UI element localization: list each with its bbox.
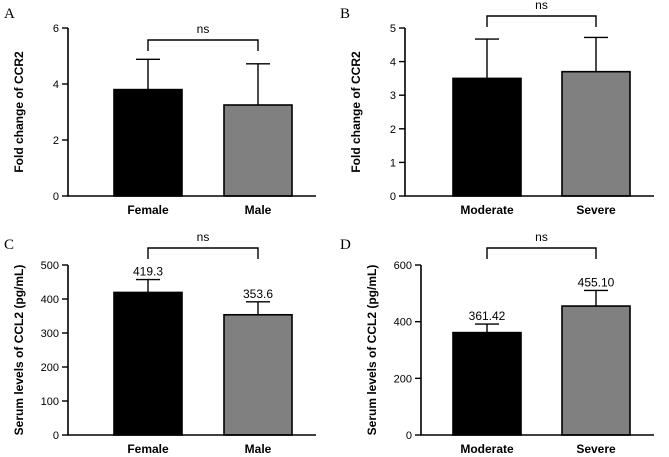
y-tick-label: 200 bbox=[394, 373, 412, 385]
y-tick-label: 2 bbox=[390, 124, 396, 136]
error-bar bbox=[584, 289, 608, 307]
error-bar bbox=[136, 278, 160, 293]
panel-letter: B bbox=[340, 6, 350, 22]
y-tick-label: 200 bbox=[41, 362, 59, 374]
y-tick-label: 0 bbox=[53, 430, 59, 442]
y-tick-label: 4 bbox=[53, 79, 59, 91]
category-label: Severe bbox=[576, 442, 616, 456]
bar-moderate bbox=[452, 331, 522, 436]
bar-male bbox=[223, 104, 293, 197]
category-label: Female bbox=[127, 442, 169, 456]
y-tick-label: 3 bbox=[390, 90, 396, 102]
significance-label: ns bbox=[197, 230, 210, 244]
y-tick-label: 100 bbox=[41, 396, 59, 408]
y-tick-label: 0 bbox=[53, 191, 59, 203]
significance-label: ns bbox=[535, 0, 548, 12]
error-bar bbox=[136, 58, 160, 90]
bar-moderate bbox=[452, 77, 522, 197]
error-bar bbox=[584, 36, 608, 72]
y-tick-label: 400 bbox=[394, 317, 412, 329]
y-axis-title: Serum levels of CCL2 (pg/mL) bbox=[365, 265, 379, 436]
y-tick-label: 4 bbox=[390, 57, 396, 69]
y-axis-title: Serum levels of CCL2 (pg/mL) bbox=[12, 265, 26, 436]
y-tick-label: 400 bbox=[41, 294, 59, 306]
category-label: Moderate bbox=[460, 442, 514, 456]
y-axis-title: Fold change of CCR2 bbox=[12, 51, 26, 173]
y-tick-label: 0 bbox=[406, 430, 412, 442]
bar-female bbox=[113, 291, 183, 436]
category-label: Male bbox=[245, 203, 272, 217]
error-bar bbox=[475, 38, 499, 79]
value-label: 419.3 bbox=[133, 265, 163, 279]
chart-panel-d: D Serum levels of CCL2 (pg/mL) 361.42 Moder… bbox=[340, 230, 654, 456]
y-axis-title: Fold change of CCR2 bbox=[349, 51, 363, 173]
error-bar bbox=[246, 301, 270, 315]
y-tick-label: 6 bbox=[53, 23, 59, 35]
chart-panel-a: A Fold change of CCR2 Female Male 0 2 4 6 ns bbox=[4, 6, 316, 217]
y-tick-label: 1 bbox=[390, 157, 396, 169]
y-tick-label: 500 bbox=[41, 260, 59, 272]
bar-female bbox=[113, 88, 183, 197]
significance-label: ns bbox=[197, 22, 210, 36]
panel-letter: A bbox=[4, 6, 15, 22]
value-label: 455.10 bbox=[578, 275, 615, 289]
error-bar bbox=[475, 323, 499, 333]
category-label: Moderate bbox=[460, 203, 514, 217]
category-label: Severe bbox=[576, 203, 616, 217]
bar-severe bbox=[561, 70, 631, 197]
chart-panel-c: C Serum levels of CCL2 (pg/mL) 419.3 Female… bbox=[4, 230, 316, 456]
panel-letter: C bbox=[4, 237, 14, 253]
error-bar bbox=[246, 63, 270, 105]
category-label: Female bbox=[127, 203, 169, 217]
y-tick-label: 5 bbox=[390, 23, 396, 35]
bar-severe bbox=[561, 305, 631, 436]
bar-male bbox=[223, 313, 293, 436]
significance-bracket bbox=[486, 15, 597, 27]
value-label: 361.42 bbox=[469, 309, 506, 323]
y-tick-label: 0 bbox=[390, 191, 396, 203]
significance-bracket bbox=[486, 247, 597, 259]
category-label: Male bbox=[245, 442, 272, 456]
significance-bracket bbox=[147, 39, 259, 51]
value-label: 353.6 bbox=[243, 287, 273, 301]
y-tick-label: 2 bbox=[53, 135, 59, 147]
y-tick-label: 600 bbox=[394, 260, 412, 272]
chart-panel-b: B Fold change of CCR2 Moderate Severe 0 1 2 3 4 5… bbox=[340, 0, 654, 217]
y-tick-label: 300 bbox=[41, 328, 59, 340]
significance-label: ns bbox=[535, 230, 548, 244]
panel-letter: D bbox=[340, 237, 351, 253]
significance-bracket bbox=[147, 247, 259, 259]
